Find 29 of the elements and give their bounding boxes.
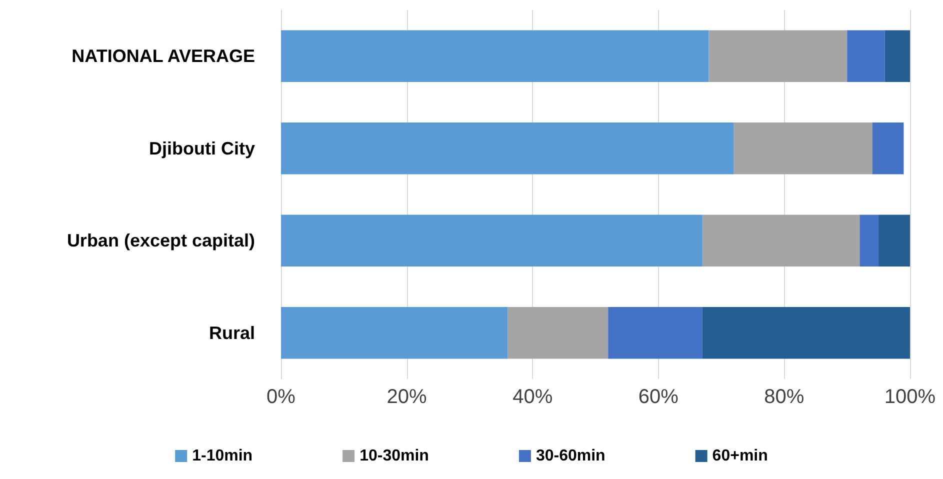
y-tick-label: Djibouti City	[149, 138, 255, 158]
bar	[860, 214, 879, 266]
bar	[872, 122, 904, 174]
legend-label: 60+min	[712, 448, 768, 464]
x-tick-label: 60%	[638, 386, 679, 408]
bar	[281, 307, 508, 359]
bar	[847, 30, 885, 82]
legend-label: 1-10min	[192, 448, 253, 464]
bar	[734, 122, 872, 174]
bar	[702, 214, 860, 266]
x-tick-label: 100%	[884, 386, 936, 408]
bar	[281, 30, 709, 82]
bar	[507, 307, 608, 359]
y-tick-label: Urban (except capital)	[66, 230, 255, 251]
bar	[281, 214, 702, 266]
legend-label: 10-30min	[360, 448, 429, 464]
y-tick-label: Rural	[208, 322, 255, 343]
bar	[281, 122, 734, 174]
x-tick-label: 0%	[266, 386, 296, 408]
x-tick-label: 20%	[386, 386, 428, 408]
bar	[702, 307, 910, 359]
y-tick-label: NATIONAL AVERAGE	[72, 46, 255, 66]
legend-label: 30-60min	[536, 448, 606, 464]
x-tick-label: 40%	[512, 386, 553, 408]
bar	[708, 30, 848, 82]
bar	[878, 214, 910, 266]
x-tick-label: 80%	[764, 386, 804, 408]
bar	[608, 307, 702, 359]
bar	[884, 30, 910, 82]
